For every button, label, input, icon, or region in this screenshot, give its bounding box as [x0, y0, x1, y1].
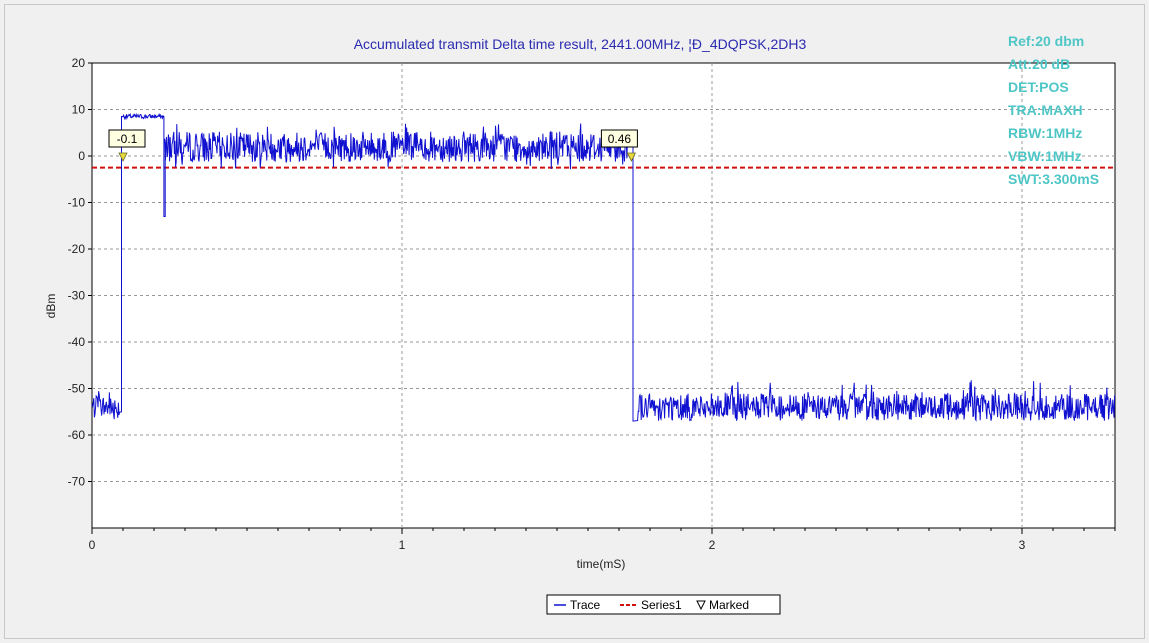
- analyzer-setting: DET:POS: [1008, 79, 1069, 95]
- chart-title: Accumulated transmit Delta time result, …: [354, 36, 807, 52]
- y-axis-ticks: 20 10 0 -10 -20 -30 -40 -50 -60 -70: [68, 56, 92, 489]
- analyzer-setting: Ref:20 dbm: [1008, 33, 1084, 49]
- y-tick-label: -10: [68, 196, 86, 210]
- y-axis-label: dBm: [44, 294, 58, 319]
- analyzer-setting: VBW:1MHz: [1008, 148, 1082, 164]
- x-tick-label: 0: [89, 538, 96, 552]
- x-tick-label: 3: [1019, 538, 1026, 552]
- y-tick-label: 10: [72, 103, 86, 117]
- x-tick-label: 1: [399, 538, 406, 552]
- y-tick-label: -60: [68, 428, 86, 442]
- marker-label: -0.1: [117, 132, 138, 146]
- analyzer-setting: TRA:MAXH: [1008, 102, 1083, 118]
- marker-label-box: [600, 129, 638, 148]
- legend-series1-label: Series1: [641, 598, 682, 612]
- y-tick-label: 20: [72, 56, 86, 70]
- y-tick-label: -30: [68, 289, 86, 303]
- legend-trace-label: Trace: [570, 598, 601, 612]
- y-tick-label: -50: [68, 382, 86, 396]
- y-tick-label: 0: [78, 149, 85, 163]
- marker-label-box: [108, 129, 146, 148]
- y-tick-label: -40: [68, 335, 86, 349]
- grid: [92, 63, 1115, 528]
- analyzer-setting: SWT:3.300mS: [1008, 171, 1099, 187]
- legend: Trace Series1 Marked: [546, 594, 781, 615]
- chart-window: 20 10 0 -10 -20 -30 -40 -50 -60 -70 0 1 2 3 -0.1 0.46…: [4, 4, 1145, 639]
- markers: -0.1 0.46: [108, 129, 638, 162]
- marker-label: 0.46: [608, 132, 632, 146]
- marker-triangle: [626, 152, 637, 162]
- x-axis-label: time(mS): [577, 557, 626, 571]
- x-tick-label: 2: [709, 538, 716, 552]
- x-axis-ticks: 0 1 2 3: [89, 528, 1116, 552]
- legend-box: [546, 594, 781, 615]
- chart-svg: 20 10 0 -10 -20 -30 -40 -50 -60 -70 0 1 2 3 -0.1 0.46…: [44, 33, 1116, 615]
- legend-marked-swatch: [696, 600, 706, 611]
- y-tick-label: -20: [68, 242, 86, 256]
- legend-marked-label: Marked: [709, 598, 749, 612]
- analyzer-setting: RBW:1MHz: [1008, 125, 1082, 141]
- analyzer-setting: Att:20 dB: [1008, 56, 1070, 72]
- trace-line: [91, 112, 1116, 423]
- analyzer-settings-panel: Ref:20 dbm Att:20 dB DET:POS TRA:MAXH RBW:1M…: [1008, 33, 1099, 187]
- y-tick-label: -70: [68, 475, 86, 489]
- marker-triangle: [118, 152, 128, 162]
